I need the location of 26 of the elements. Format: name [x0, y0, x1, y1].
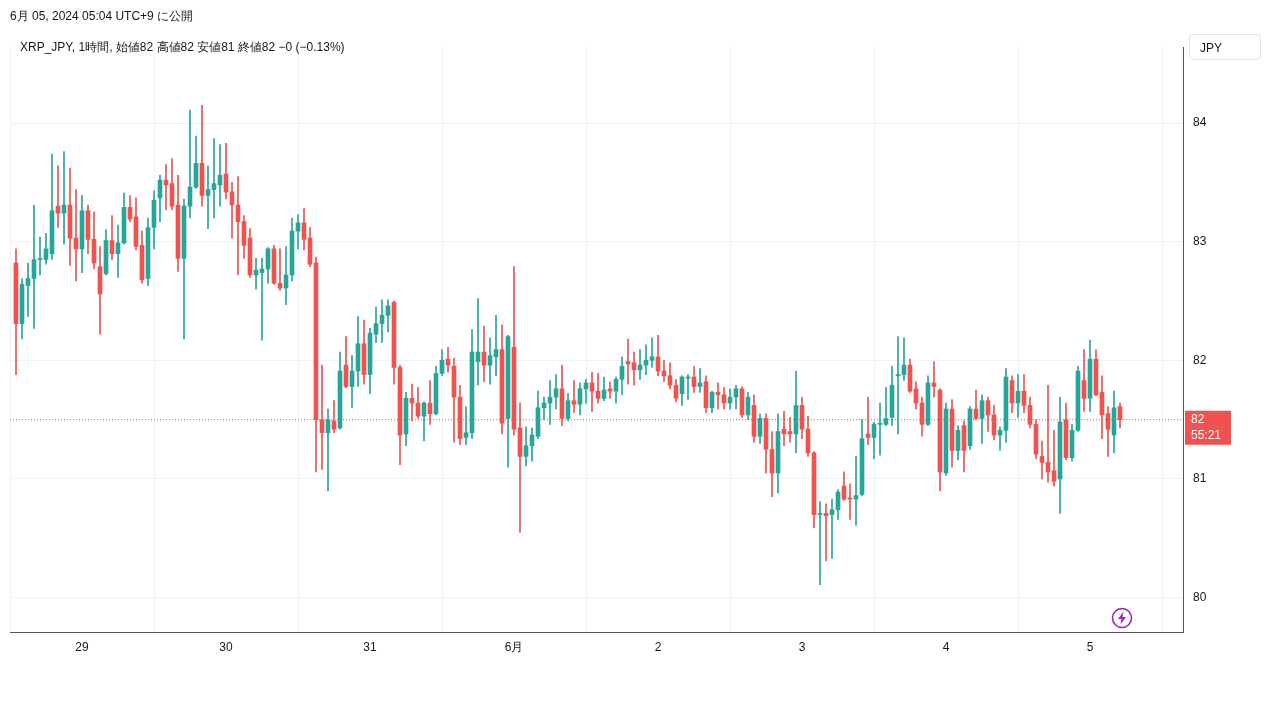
x-tick-label: 29: [75, 639, 89, 654]
chart-subtitle: XRP_JPY, 1時間, 始値82 高値82 安値81 終値82 −0 (−0.13%): [20, 39, 345, 56]
candlestick: [1051, 430, 1057, 487]
x-tick-label: 31: [363, 639, 377, 654]
text: JPY: [1189, 34, 1261, 60]
y-tick-label: 82: [1193, 352, 1207, 367]
y-tick-label: 81: [1193, 471, 1207, 486]
candlestick: [571, 380, 577, 413]
candlestick: [205, 165, 211, 230]
y-tick-label: 84: [1193, 115, 1207, 130]
x-tick-label: 6月: [504, 639, 524, 654]
candlestick: [211, 138, 217, 219]
x-tick-label: 30: [219, 639, 233, 654]
x-tick-label: 2: [654, 639, 662, 654]
chart-title: 6月 05, 2024 05:04 UTC+9 に公開: [10, 8, 194, 25]
candlestick: [1039, 440, 1045, 480]
candlestick: [649, 337, 655, 368]
y-tick-label: 80: [1193, 589, 1207, 604]
x-tick-label: 3: [798, 639, 806, 654]
candlestick: [463, 406, 469, 445]
x-tick-label: 4: [942, 639, 950, 654]
x-tick-label: 5: [1086, 639, 1094, 654]
text: 55:21: [1191, 427, 1222, 442]
candlestick: [829, 498, 835, 559]
y-tick-label: 83: [1193, 234, 1207, 249]
candlestick: [607, 381, 613, 399]
